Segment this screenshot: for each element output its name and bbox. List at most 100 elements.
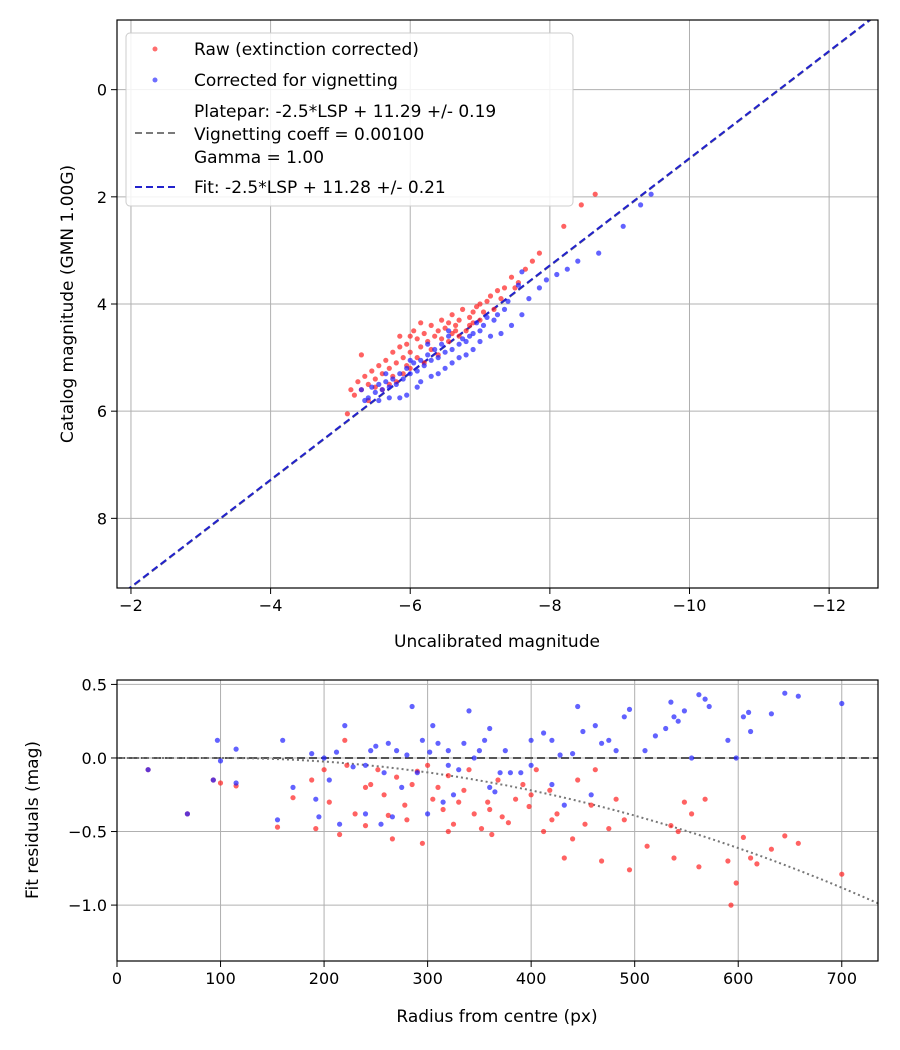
x-tick-label: 500: [619, 969, 650, 988]
y-tick-label: 6: [97, 402, 107, 421]
corrected-point: [668, 699, 674, 705]
x-tick-label: −10: [673, 596, 707, 615]
corrected-point: [407, 357, 413, 363]
corrected-point: [543, 277, 550, 283]
corrected-point: [393, 381, 399, 387]
raw-point: [394, 774, 400, 780]
legend-box: [125, 32, 574, 207]
corrected-point: [419, 737, 425, 743]
corrected-point: [528, 762, 534, 768]
corrected-point: [456, 341, 462, 347]
raw-point: [487, 293, 494, 299]
corrected-point: [184, 811, 190, 817]
corrected-point: [210, 777, 216, 783]
raw-point: [217, 780, 224, 786]
corrected-point: [418, 379, 424, 385]
raw-point: [547, 787, 553, 793]
corrected-point: [467, 333, 473, 339]
bottom-scatter-points: [145, 690, 845, 908]
x-tick-label: −4: [259, 596, 283, 615]
x-tick-label: 700: [826, 969, 857, 988]
raw-point: [344, 411, 350, 417]
legend-vignetting-label: Vignetting coeff = 0.00100: [194, 125, 424, 145]
corrected-point: [445, 748, 451, 754]
corrected-point: [663, 725, 669, 732]
raw-point: [795, 840, 801, 846]
raw-point: [592, 767, 598, 773]
corrected-point: [519, 269, 525, 275]
corrected-point: [400, 376, 406, 382]
top-fit-lines: [127, 20, 872, 588]
raw-point: [274, 824, 281, 830]
raw-point: [344, 762, 350, 768]
y-tick-label: 0.5: [82, 675, 107, 694]
raw-point: [442, 325, 448, 331]
raw-point: [575, 777, 581, 783]
x-tick-label: 100: [205, 969, 236, 988]
corrected-point: [404, 365, 410, 371]
raw-point: [696, 864, 702, 870]
corrected-point: [470, 346, 476, 353]
corrected-point: [519, 312, 525, 318]
corrected-point: [435, 740, 441, 746]
raw-point: [570, 836, 576, 842]
corrected-point: [342, 723, 348, 729]
corrected-point: [217, 758, 224, 764]
raw-point: [689, 811, 695, 817]
top-axis-ticks: −2 −4 −6 −8 −10 −12 0 2 4 6 8: [97, 81, 846, 615]
corrected-point: [378, 821, 384, 827]
raw-point: [449, 330, 455, 337]
raw-point: [467, 314, 473, 320]
raw-point: [362, 373, 368, 379]
corrected-point: [428, 373, 434, 379]
corrected-point: [446, 328, 452, 334]
raw-point: [478, 826, 485, 832]
raw-point: [425, 762, 431, 768]
corrected-point: [606, 737, 612, 743]
corrected-point: [337, 821, 343, 827]
raw-point: [428, 322, 434, 328]
raw-point: [668, 823, 674, 829]
raw-point: [675, 828, 681, 835]
top-legend: Raw (extinction corrected) Corrected for…: [125, 32, 574, 207]
corrected-point: [397, 371, 403, 377]
corrected-point: [507, 770, 513, 776]
raw-point: [414, 355, 420, 361]
raw-point: [400, 355, 406, 361]
raw-point: [495, 777, 501, 783]
raw-point: [491, 306, 497, 312]
corrected-point: [386, 384, 392, 390]
raw-point: [681, 799, 688, 805]
corrected-point: [471, 755, 477, 761]
raw-point: [839, 871, 845, 877]
y-tick-label: 2: [97, 188, 107, 207]
raw-point: [505, 820, 511, 826]
corrected-point: [491, 317, 497, 323]
raw-point: [485, 799, 491, 805]
corrected-point: [397, 395, 403, 401]
x-tick-label: 600: [723, 969, 754, 988]
raw-point: [383, 357, 389, 363]
corrected-point: [638, 202, 644, 208]
raw-point: [381, 792, 387, 798]
raw-point: [368, 781, 374, 788]
corrected-point: [425, 352, 431, 358]
raw-point: [467, 322, 473, 328]
corrected-point: [440, 799, 446, 805]
corrected-point: [466, 708, 472, 714]
raw-point: [470, 309, 476, 315]
raw-point: [386, 365, 392, 371]
raw-point: [313, 826, 319, 832]
raw-point: [606, 826, 612, 832]
bottom-y-axis-label: Fit residuals (mag): [23, 741, 43, 899]
raw-point: [435, 328, 441, 334]
raw-point: [290, 795, 296, 801]
corrected-point: [501, 306, 508, 312]
corrected-point: [414, 770, 420, 776]
corrected-point: [613, 748, 619, 754]
corrected-point: [290, 784, 296, 791]
top-chart: −2 −4 −6 −8 −10 −12 0 2 4 6 8 Uncalibrated magnitu…: [58, 19, 879, 652]
corrected-point: [557, 752, 563, 758]
corrected-point: [549, 737, 555, 743]
raw-point: [414, 336, 420, 342]
